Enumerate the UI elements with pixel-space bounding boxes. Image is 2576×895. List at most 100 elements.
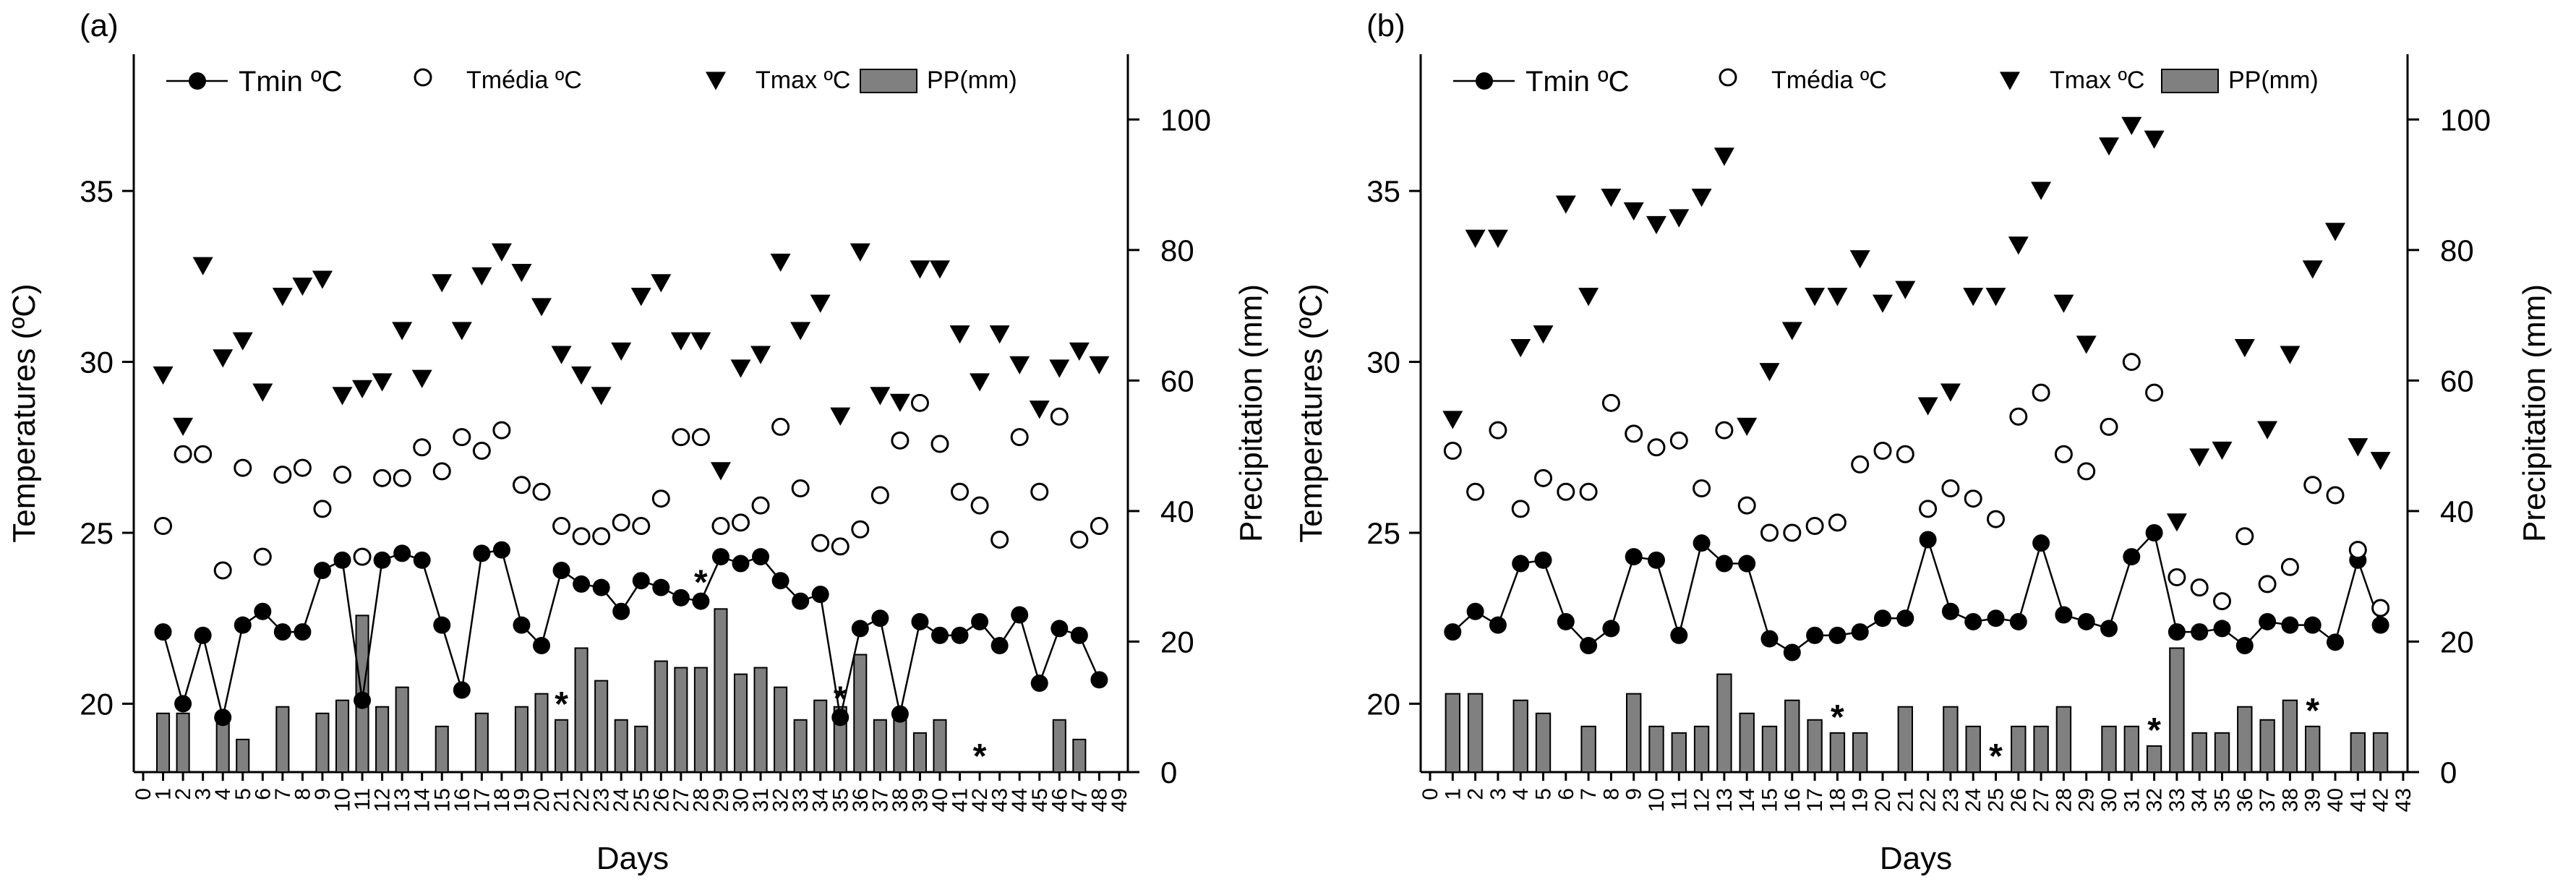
tmin-point (652, 578, 670, 596)
tmin-point (254, 602, 272, 620)
tmin-point (1444, 623, 1462, 641)
y-tick-label: 30 (80, 346, 114, 380)
x-tick-label: 10 (1645, 788, 1669, 812)
pp-bar (793, 719, 808, 773)
tmin-point (951, 626, 969, 644)
x-tick-label: 19 (510, 788, 534, 812)
tmedia-point (1693, 479, 1711, 498)
pp-bar (534, 693, 549, 773)
tmax-point (173, 417, 194, 437)
x-tick-label: 38 (889, 788, 912, 812)
tmax-point (352, 380, 373, 398)
tmin-point (891, 705, 909, 723)
tmedia-point (771, 417, 790, 436)
x-tick-label: 16 (1781, 788, 1805, 812)
tmax-point (1940, 383, 1961, 402)
legend-tmin-symbol (1476, 72, 1493, 90)
tmedia-point (2258, 575, 2277, 594)
tmedia-point (532, 482, 551, 501)
tmin-point (1534, 551, 1552, 569)
asterisk-marker: * (555, 685, 568, 724)
y-tick-label: 30 (1366, 346, 1400, 380)
tmax-point (2076, 335, 2097, 354)
tmedia-point (2054, 445, 2073, 463)
x-tick-label: 20 (530, 788, 554, 812)
legend-tmedia-symbol (414, 68, 432, 87)
tmin-point (1602, 620, 1620, 638)
tmin-point (632, 572, 650, 590)
x-tick-label: 28 (2052, 788, 2076, 812)
x-tick-label: 39 (2301, 788, 2325, 812)
legend: Tmin ºC Tmédia ºC Tmax ºC PP(mm) (1453, 66, 2319, 98)
pp-bar (693, 667, 708, 774)
asterisk-marker: * (1831, 698, 1844, 737)
tmax-point (213, 349, 234, 368)
tmin-point (2281, 616, 2299, 634)
pp-bar (634, 725, 649, 773)
tmedia-point (811, 534, 830, 552)
legend-pp-label: PP(mm) (927, 67, 1017, 94)
pp-bar (435, 725, 449, 773)
tmin-point (552, 562, 570, 580)
pp-bar (514, 706, 529, 774)
x-tick-label: 35 (2211, 788, 2235, 812)
tmedia-point (1805, 517, 1824, 536)
x-axis-title: Days (596, 841, 669, 876)
x-tick-label: 40 (2324, 788, 2348, 812)
pp-bar (1784, 699, 1800, 774)
tmax-point (989, 325, 1010, 344)
tmax-point (710, 462, 731, 481)
x-tick-label: 15 (430, 788, 454, 812)
pp-bar (2169, 647, 2185, 773)
tmedia-point (1534, 468, 1552, 487)
tmax-point (2234, 339, 2255, 358)
tmax-point (2302, 260, 2323, 279)
pp-bar (733, 673, 748, 773)
y2-tick-label: 20 (1160, 625, 1194, 659)
x-tick-label: 34 (809, 788, 833, 812)
tmax-point (571, 366, 592, 385)
x-tick-label: 41 (949, 788, 972, 812)
pp-bar (813, 699, 828, 774)
x-tick-label: 8 (291, 788, 314, 800)
tmax-point (1873, 294, 1893, 313)
pp-bar (1580, 725, 1596, 773)
tmedia-point (672, 428, 690, 447)
tmax-point (232, 332, 253, 351)
tmedia-point (791, 479, 810, 498)
x-tick-label: 37 (868, 788, 892, 812)
x-tick-label: 22 (1917, 788, 1940, 812)
tmin-point (2303, 616, 2322, 634)
tmedia-point (2303, 476, 2322, 494)
tmax-point (690, 332, 711, 351)
tmin-line (1452, 531, 2382, 654)
tmedia-point (1625, 424, 1643, 443)
tmedia-point (2077, 462, 2096, 481)
x-tick-label: 31 (2120, 788, 2144, 812)
tmin-point (533, 637, 550, 655)
x-tick-label: 14 (411, 788, 435, 812)
tmedia-point (951, 482, 970, 501)
tmedia-point (373, 468, 392, 487)
x-tick-label: 1 (1441, 788, 1465, 800)
tmin-point (1738, 554, 1756, 573)
tmax-point (750, 346, 771, 364)
pp-bar (2055, 706, 2072, 774)
tmedia-point (2145, 383, 2164, 402)
x-tick-label: 9 (1622, 788, 1646, 800)
pp-bar (1852, 732, 1868, 773)
tmedia-point (1941, 479, 1960, 498)
tmax-point (1917, 397, 1938, 416)
x-tick-label: 30 (2097, 788, 2121, 812)
pp-bar (654, 660, 668, 774)
tmedia-point (393, 468, 411, 487)
pp-bar (2011, 725, 2027, 773)
x-tick-label: 31 (749, 788, 773, 812)
tmedia-point (353, 547, 372, 566)
tmedia-point (1443, 442, 1462, 461)
tmedia-point (1987, 510, 2005, 528)
tmedia-point (651, 489, 670, 508)
pp-bar (912, 732, 927, 773)
y-axis-title: Temperatures (ºC) (7, 283, 42, 542)
tmin-point (453, 681, 471, 699)
